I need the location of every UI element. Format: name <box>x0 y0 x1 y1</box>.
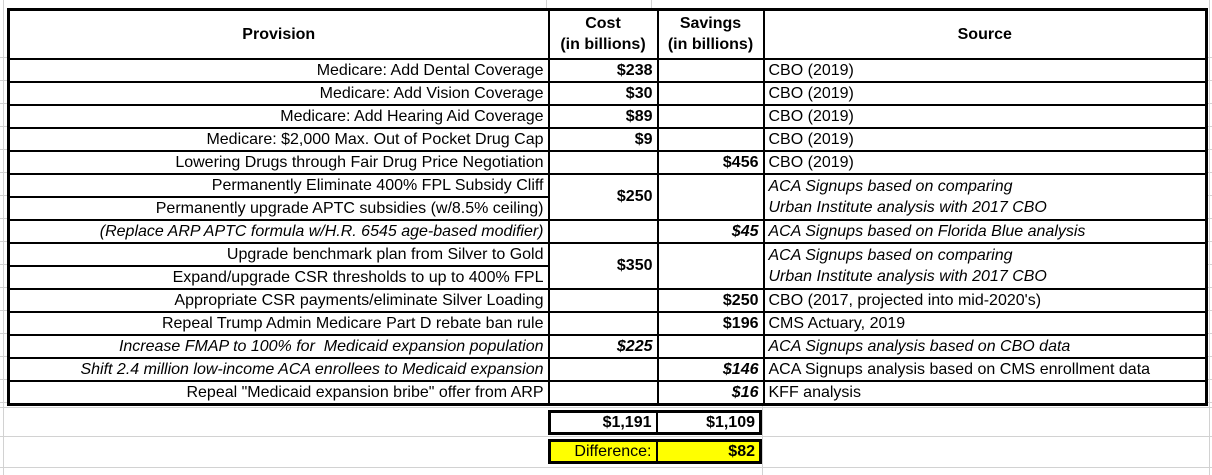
cost-cell[interactable]: $9 <box>547 126 659 152</box>
totals-row: $1,191 $1,109 <box>548 410 762 435</box>
table-row: Appropriate CSR payments/eliminate Silve… <box>7 287 1208 313</box>
totals-box: $1,191 $1,109 <box>548 410 762 435</box>
difference-box: Difference: $82 <box>548 439 762 464</box>
table-row: Upgrade benchmark plan from Silver to Go… <box>7 241 1208 290</box>
table-row: Permanently upgrade APTC subsidies (w/8.… <box>7 195 1207 221</box>
source-cell-merged[interactable]: ACA Signups based on comparing Urban Ins… <box>762 172 1208 221</box>
source-cell[interactable]: CBO (2017, projected into mid-2020's) <box>762 287 1208 313</box>
source-cell[interactable]: CBO (2019) <box>762 103 1208 129</box>
savings-cell[interactable] <box>656 103 765 129</box>
gridline <box>546 0 547 8</box>
savings-cell-merged[interactable] <box>656 241 765 290</box>
provision-cell[interactable]: Permanently upgrade APTC subsidies (w/8.… <box>7 195 550 221</box>
gridline <box>762 405 763 475</box>
cost-cell[interactable] <box>547 310 659 336</box>
difference-row: Difference: $82 <box>548 439 762 464</box>
savings-cell-merged[interactable] <box>656 172 765 221</box>
cost-cell-merged[interactable]: $250 <box>547 172 659 221</box>
savings-cell[interactable]: $16 <box>656 379 765 405</box>
gridline <box>0 407 1212 408</box>
cost-cell[interactable] <box>547 218 659 244</box>
provision-cell[interactable]: Expand/upgrade CSR thresholds to up to 4… <box>7 264 550 290</box>
column-header-provision[interactable]: Provision <box>7 8 550 60</box>
source-cell[interactable]: CBO (2019) <box>762 149 1208 175</box>
table-row: Shift 2.4 million low-income ACA enrolle… <box>7 356 1208 382</box>
provision-cell[interactable]: Medicare: Add Vision Coverage <box>7 80 550 106</box>
table-row: Increase FMAP to 100% for Medicaid expan… <box>7 333 1208 359</box>
cost-cell[interactable]: $89 <box>547 103 659 129</box>
totals-savings-cell[interactable]: $1,109 <box>655 410 762 435</box>
provision-cell[interactable]: Repeal Trump Admin Medicare Part D rebat… <box>7 310 550 336</box>
table-row: Repeal Trump Admin Medicare Part D rebat… <box>7 310 1208 336</box>
totals-cost-cell[interactable]: $1,191 <box>548 410 658 435</box>
table-row: Expand/upgrade CSR thresholds to up to 4… <box>7 264 1207 290</box>
cost-cell-merged[interactable]: $350 <box>547 241 659 290</box>
cost-cell[interactable]: $238 <box>547 57 659 83</box>
provision-cell[interactable]: Appropriate CSR payments/eliminate Silve… <box>7 287 550 313</box>
gridline <box>0 436 1212 437</box>
savings-cell[interactable] <box>656 57 765 83</box>
provision-cell[interactable]: Shift 2.4 million low-income ACA enrolle… <box>7 356 550 382</box>
gridline <box>1205 57 1212 403</box>
column-header-savings[interactable]: Savings (in billions) <box>656 8 765 60</box>
provision-cell[interactable]: (Replace ARP APTC formula w/H.R. 6545 ag… <box>7 218 550 244</box>
provision-cell[interactable]: Medicare: Add Dental Coverage <box>7 57 550 83</box>
savings-cell[interactable] <box>656 126 765 152</box>
cost-cell[interactable] <box>547 287 659 313</box>
cost-cell[interactable] <box>547 149 659 175</box>
gridline <box>0 57 7 403</box>
provisions-table: Provision Cost (in billions) Savings (in… <box>7 8 1208 406</box>
cost-cell[interactable] <box>547 356 659 382</box>
savings-cell[interactable]: $45 <box>656 218 765 244</box>
source-cell[interactable]: ACA Signups based on Florida Blue analys… <box>762 218 1208 244</box>
difference-value-cell[interactable]: $82 <box>655 439 762 464</box>
source-cell[interactable]: KFF analysis <box>762 379 1208 405</box>
table-row: Permanently Eliminate 400% FPL Subsidy C… <box>7 172 1208 221</box>
table-row: Medicare: Add Hearing Aid Coverage $89 C… <box>7 103 1208 129</box>
provision-cell[interactable]: Upgrade benchmark plan from Silver to Go… <box>7 241 550 267</box>
column-header-source[interactable]: Source <box>762 8 1208 60</box>
provision-cell[interactable]: Medicare: Add Hearing Aid Coverage <box>7 103 550 129</box>
savings-cell[interactable]: $250 <box>656 287 765 313</box>
cost-cell[interactable]: $30 <box>547 80 659 106</box>
savings-cell[interactable] <box>656 80 765 106</box>
provision-cell[interactable]: Increase FMAP to 100% for Medicaid expan… <box>7 333 550 359</box>
source-cell[interactable]: CBO (2019) <box>762 57 1208 83</box>
source-cell[interactable]: CBO (2019) <box>762 126 1208 152</box>
column-header-cost[interactable]: Cost (in billions) <box>547 8 659 60</box>
savings-cell[interactable]: $146 <box>656 356 765 382</box>
source-cell[interactable]: ACA Signups analysis based on CMS enroll… <box>762 356 1208 382</box>
source-cell[interactable]: ACA Signups analysis based on CBO data <box>762 333 1208 359</box>
table-row: Medicare: $2,000 Max. Out of Pocket Drug… <box>7 126 1208 152</box>
savings-cell[interactable]: $196 <box>656 310 765 336</box>
provision-cell[interactable]: Permanently Eliminate 400% FPL Subsidy C… <box>7 172 550 198</box>
table-row: Medicare: Add Vision Coverage $30 CBO (2… <box>7 80 1208 106</box>
gridline <box>0 467 1212 468</box>
cost-cell[interactable]: $225 <box>547 333 659 359</box>
provision-cell[interactable]: Medicare: $2,000 Max. Out of Pocket Drug… <box>7 126 550 152</box>
source-cell[interactable]: CMS Actuary, 2019 <box>762 310 1208 336</box>
gridline <box>651 0 652 8</box>
table-row: Lowering Drugs through Fair Drug Price N… <box>7 149 1208 175</box>
table-row: (Replace ARP APTC formula w/H.R. 6545 ag… <box>7 218 1208 244</box>
savings-cell[interactable]: $456 <box>656 149 765 175</box>
table-header-row: Provision Cost (in billions) Savings (in… <box>7 8 1208 60</box>
provision-cell[interactable]: Lowering Drugs through Fair Drug Price N… <box>7 149 550 175</box>
source-cell-merged[interactable]: ACA Signups based on comparing Urban Ins… <box>762 241 1208 290</box>
table-row: Repeal "Medicaid expansion bribe" offer … <box>7 379 1208 405</box>
table-row: Medicare: Add Dental Coverage $238 CBO (… <box>7 57 1208 83</box>
difference-label-cell[interactable]: Difference: <box>548 439 658 464</box>
savings-cell[interactable] <box>656 333 765 359</box>
provision-cell[interactable]: Repeal "Medicaid expansion bribe" offer … <box>7 379 550 405</box>
cost-cell[interactable] <box>547 379 659 405</box>
source-cell[interactable]: CBO (2019) <box>762 80 1208 106</box>
